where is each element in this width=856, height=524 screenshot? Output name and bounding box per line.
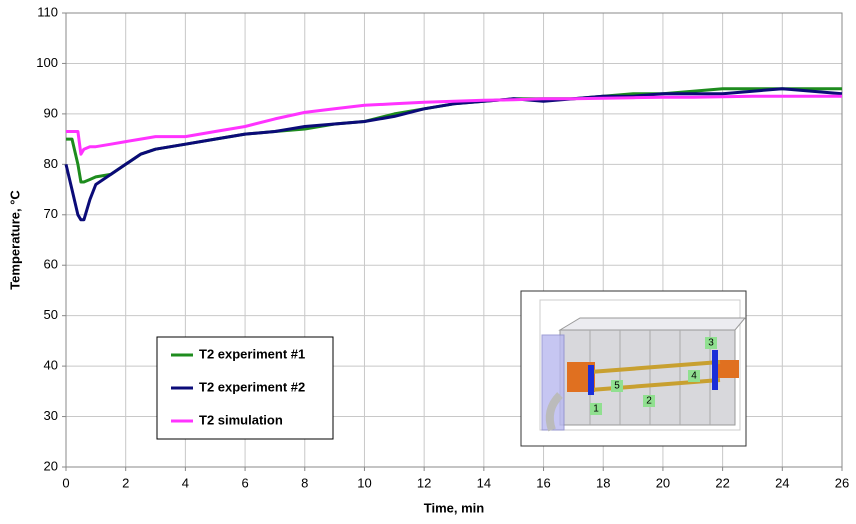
inset-label: 2 — [646, 396, 652, 407]
x-tick-label: 22 — [715, 475, 729, 490]
y-tick-label: 60 — [44, 257, 58, 272]
y-tick-label: 80 — [44, 156, 58, 171]
y-tick-label: 90 — [44, 105, 58, 120]
series-line — [66, 89, 842, 220]
x-axis-title: Time, min — [424, 500, 485, 515]
y-tick-label: 50 — [44, 307, 58, 322]
x-tick-label: 10 — [357, 475, 371, 490]
x-tick-label: 26 — [835, 475, 849, 490]
x-tick-label: 18 — [596, 475, 610, 490]
x-tick-label: 8 — [301, 475, 308, 490]
y-tick-label: 110 — [37, 4, 58, 19]
y-tick-label: 40 — [44, 358, 58, 373]
inset-label: 1 — [593, 404, 599, 415]
x-tick-label: 12 — [417, 475, 431, 490]
y-tick-label: 20 — [44, 458, 58, 473]
legend-label: T2 experiment #1 — [199, 346, 305, 361]
legend-label: T2 experiment #2 — [199, 379, 305, 394]
legend: T2 experiment #1 T2 experiment #2 T2 simul… — [157, 337, 333, 439]
inset-label: 3 — [708, 338, 714, 349]
y-axis-title: Temperature, °C — [7, 190, 22, 290]
x-tick-label: 6 — [241, 475, 248, 490]
x-tick-label: 24 — [775, 475, 789, 490]
inset-label: 4 — [691, 371, 697, 382]
chart: Time, min Temperature, °C 20304050607080… — [0, 0, 856, 524]
inset-figure: 1 2 3 4 5 — [521, 291, 746, 446]
x-tick-label: 0 — [62, 475, 69, 490]
legend-label: T2 simulation — [199, 412, 283, 427]
x-tick-label: 2 — [122, 475, 129, 490]
y-tick-label: 30 — [44, 408, 58, 423]
y-tick-label: 100 — [36, 55, 58, 70]
x-tick-label: 16 — [536, 475, 550, 490]
x-tick-label: 4 — [182, 475, 189, 490]
x-tick-label: 14 — [477, 475, 491, 490]
y-tick-label: 70 — [44, 206, 58, 221]
x-tick-label: 20 — [656, 475, 670, 490]
inset-label: 5 — [614, 381, 620, 392]
